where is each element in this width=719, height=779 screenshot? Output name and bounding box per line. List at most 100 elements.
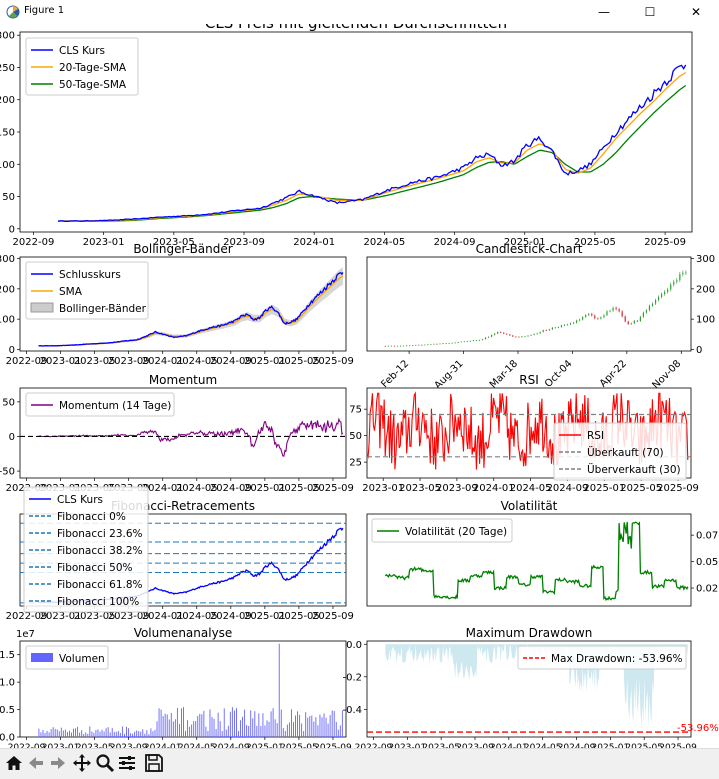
volume-bar: [272, 708, 274, 737]
volume-bar: [189, 726, 191, 737]
bollinger-xtick-label: 2025-05: [278, 356, 320, 367]
candle-body: [685, 272, 687, 274]
fibonacci-xtick-label: 2023-09: [108, 611, 150, 622]
drawdown-ytick-label: -0.2: [342, 672, 362, 683]
volume-bar: [238, 731, 239, 737]
back-arrow-icon[interactable]: [26, 753, 46, 773]
legend-label: Volatilität (20 Tage): [405, 526, 507, 538]
rsi-xtick-label: 2025-01: [583, 483, 625, 494]
volume-bar: [333, 710, 335, 737]
volume-bar: [42, 729, 44, 737]
max-drawdown-annotation: -53.96%: [677, 723, 719, 734]
rsi-title: RSI: [519, 373, 539, 387]
volatility-ytick-label: 0.050: [696, 557, 719, 568]
volume-bar: [73, 728, 74, 737]
volume-bar: [309, 716, 311, 737]
volume-bar: [264, 725, 266, 737]
volume-bar: [205, 726, 207, 737]
series-volatilitaet: [384, 521, 689, 602]
save-icon[interactable]: [144, 753, 164, 773]
volume-bar: [260, 726, 262, 737]
volume-bar: [81, 730, 83, 737]
price-ytick-label: 200: [0, 95, 15, 106]
candle-body: [405, 345, 408, 347]
pan-icon[interactable]: [72, 753, 92, 773]
legend-label: Schlusskurs: [59, 269, 121, 281]
drawdown-xtick-label: 2022-09: [355, 743, 393, 748]
volume-bar: [313, 721, 315, 737]
candle-body: [475, 340, 478, 342]
drawdown-xtick-label: 2023-09: [456, 743, 494, 748]
drawdown-title: Maximum Drawdown: [466, 626, 593, 640]
volume-bar: [126, 726, 127, 737]
volume-xtick-label: 2024-05: [178, 743, 216, 748]
candle-body: [579, 319, 581, 321]
candle-body: [572, 322, 575, 324]
candle-body: [621, 311, 623, 317]
legend-label: RSI: [587, 430, 604, 442]
subplot-fibonacci: Fibonacci-Retracements2022-092023-012023…: [6, 486, 354, 622]
forward-arrow-icon[interactable]: [48, 753, 68, 773]
rsi-xtick-label: 2025-05: [620, 483, 662, 494]
candle-body: [548, 329, 550, 331]
candle-body: [673, 281, 675, 285]
volume-bar: [223, 708, 225, 737]
drawdown-xtick-label: 2025-01: [592, 743, 630, 748]
volume-bar: [142, 729, 144, 737]
volume-bar: [242, 716, 244, 737]
bollinger-ytick-label: 0: [9, 345, 15, 356]
legend-label: CLS Kurs: [59, 45, 105, 57]
bollinger-ytick-label: 100: [0, 315, 15, 326]
volume-bar: [301, 723, 303, 737]
subplots-config-icon[interactable]: [117, 753, 137, 773]
rsi-xtick-label: 2023-01: [362, 483, 404, 494]
subplot-candlestick: Candlestick-Chart 0 100 200 300 Feb-12 Aug-31 M…: [366, 242, 715, 391]
candle-body: [533, 333, 535, 335]
volume-bar: [181, 708, 182, 737]
rsi-ytick-label: 25: [349, 458, 362, 469]
candle-body: [560, 325, 563, 328]
candle-body: [451, 342, 453, 344]
legend-label: Max Drawdown: -53.96%: [551, 653, 683, 665]
candle-body: [487, 336, 490, 338]
price-ytick-label: 50: [2, 192, 15, 203]
bollinger-ytick-label: 300: [0, 254, 15, 265]
rsi-ytick-label: 75: [349, 405, 362, 416]
maximize-button[interactable]: ☐: [644, 5, 656, 19]
volume-bar: [46, 730, 48, 737]
volume-bar: [50, 729, 52, 737]
candle-body: [636, 320, 638, 322]
figure-canvas[interactable]: CLS Preis mit gleitenden Durchschnitten 0…: [0, 24, 719, 748]
volume-bar: [183, 707, 184, 737]
drawdown-ytick-label: -0.4: [342, 705, 362, 716]
candlestick-xtick-label: Aug-31: [433, 358, 466, 391]
volume-bar: [250, 710, 252, 737]
volume-bar: [87, 733, 89, 737]
volume-bar: [103, 731, 105, 737]
minimize-button[interactable]: —: [598, 5, 610, 19]
candle-body: [618, 309, 620, 312]
subplot-price: CLS Preis mit gleitenden Durchschnitten 0…: [0, 24, 693, 248]
volume-bar: [225, 729, 227, 737]
home-icon[interactable]: [4, 753, 24, 773]
volume-bar: [209, 709, 211, 737]
volume-xtick-label: 2024-01: [144, 743, 182, 748]
zoom-icon[interactable]: [95, 753, 115, 773]
volume-xtick-label: 2023-01: [42, 743, 80, 748]
candle-body: [503, 332, 505, 334]
volume-xtick-label: 2025-01: [246, 743, 284, 748]
candle-body: [585, 315, 587, 318]
candle-body: [399, 345, 402, 347]
volume-bar: [262, 713, 264, 737]
close-button[interactable]: ✕: [690, 5, 702, 19]
momentum-xtick-label: 2024-09: [210, 483, 252, 494]
volume-bar: [40, 732, 42, 737]
price-xtick-label: 2024-09: [434, 237, 476, 248]
candle-body: [402, 345, 405, 347]
volatility-title: Volatilität: [501, 499, 558, 513]
candle-body: [582, 317, 584, 320]
volume-bar: [83, 733, 85, 737]
volume-bar: [319, 714, 321, 737]
momentum-title: Momentum: [149, 373, 217, 387]
volume-bar: [97, 729, 99, 737]
